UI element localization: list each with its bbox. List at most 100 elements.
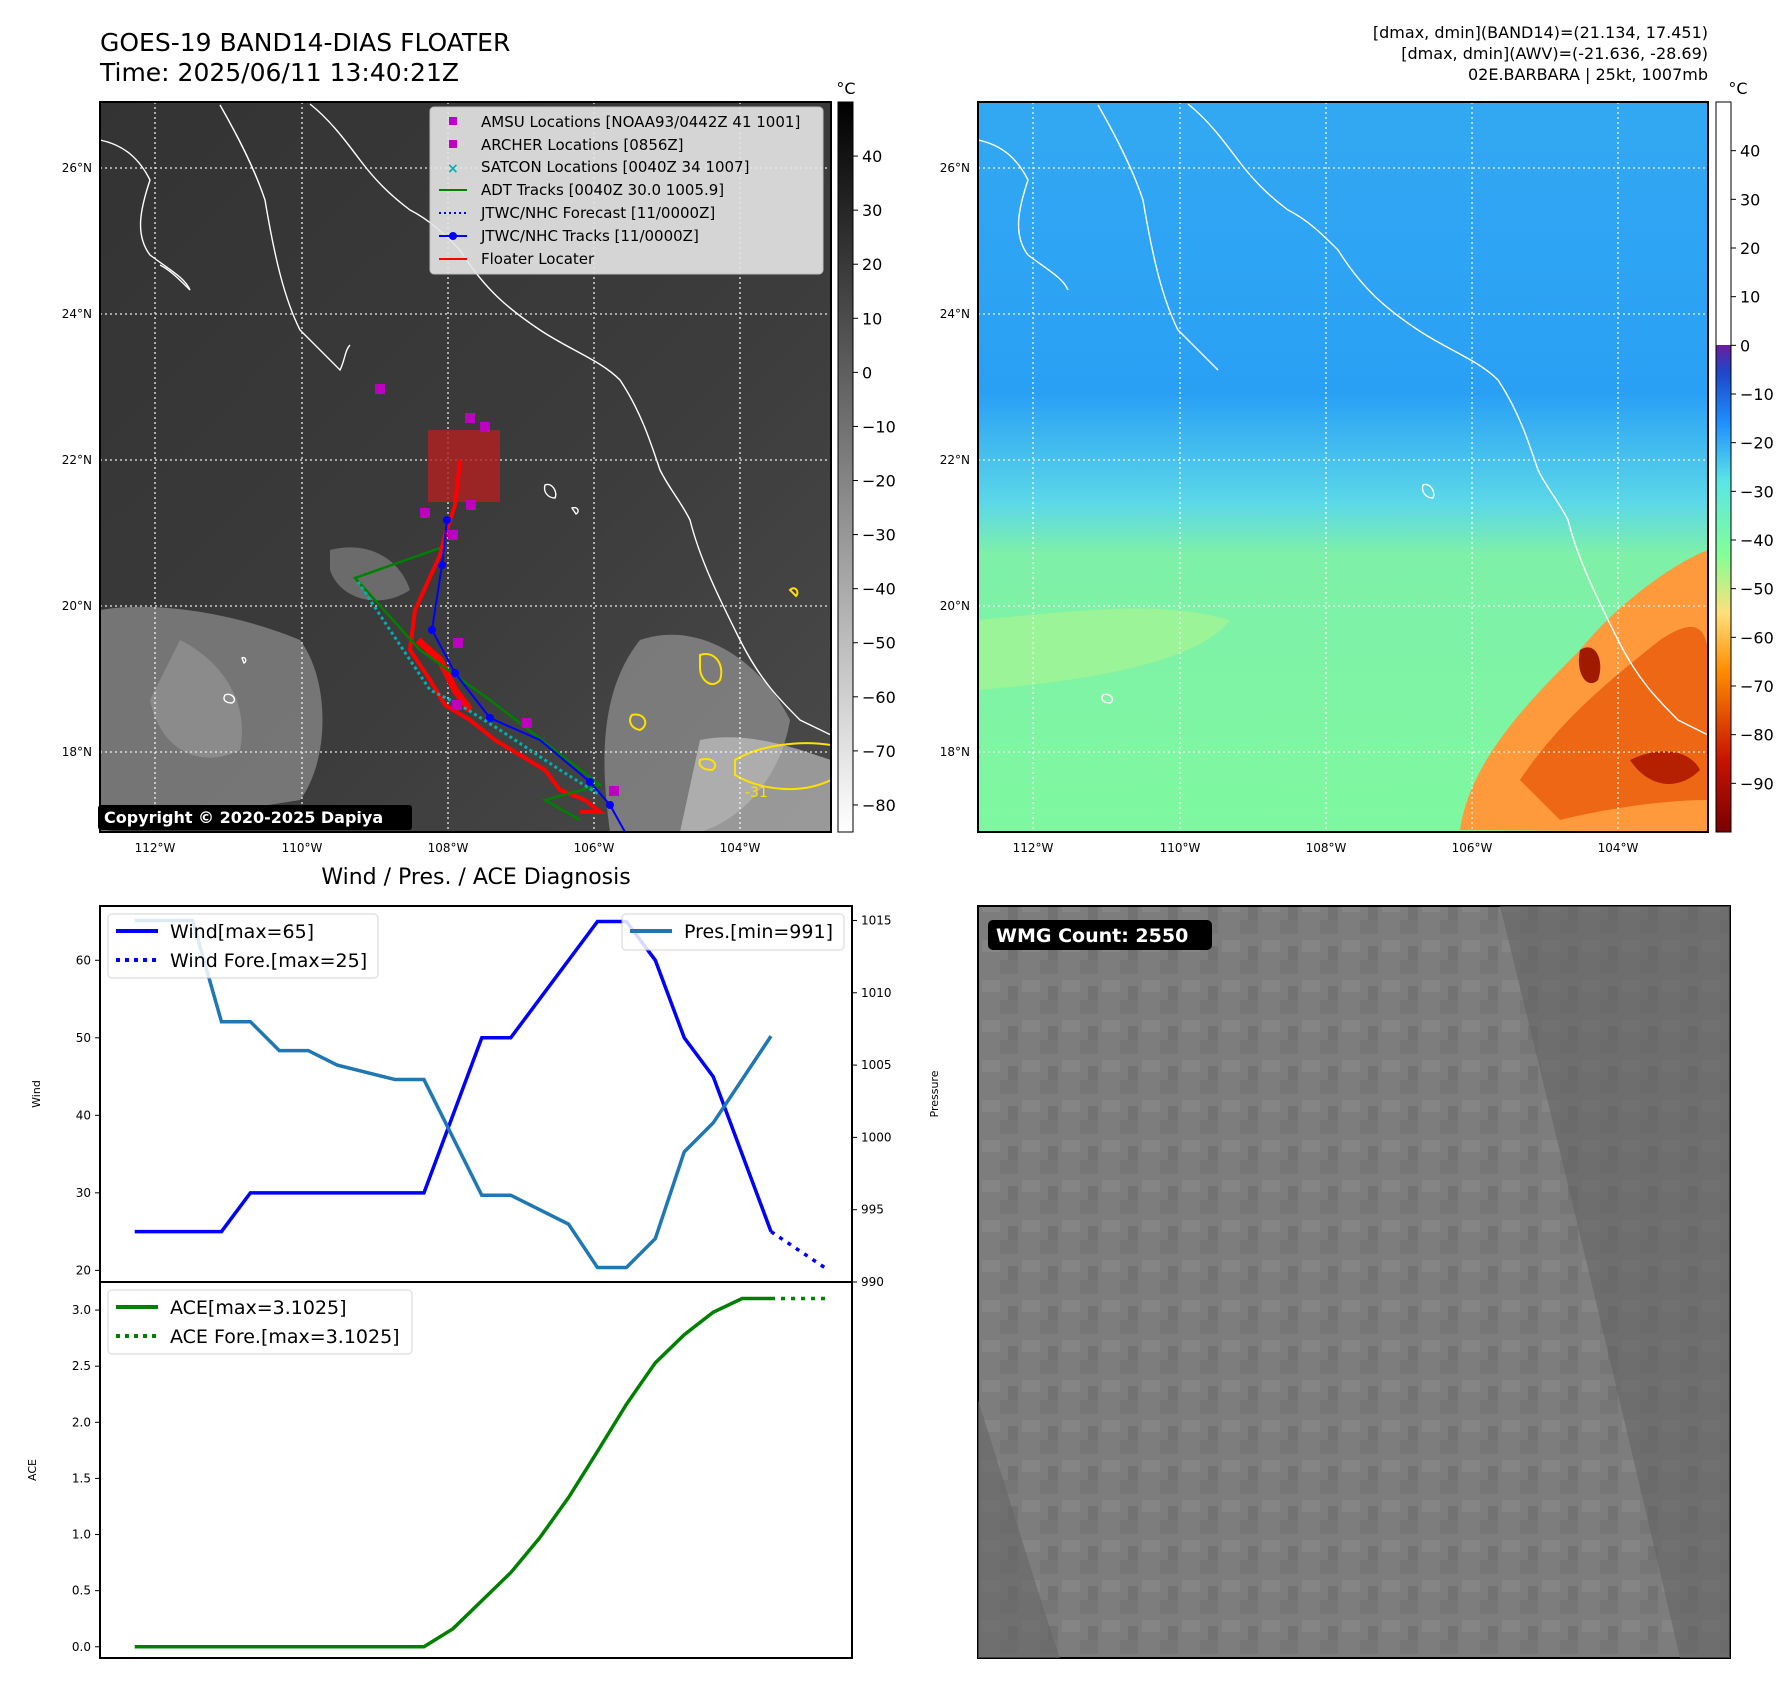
awv-colorbar-unit: °C [1728,79,1747,98]
diagnosis-title: Wind / Pres. / ACE Diagnosis [321,865,630,890]
cloud-area-sw2 [150,640,242,758]
right-lat-labels: 26°N 24°N 22°N 20°N 18°N [940,161,970,759]
coast-baja-west [100,139,191,291]
floater-track-thick [415,637,473,713]
wind-axis-label: Wind [30,1080,43,1108]
lon-label-112: 112°W [135,841,176,855]
contour-1 [699,653,723,686]
colorbar-tick-label: −50 [1740,580,1774,599]
awv-coast-mainland [1187,103,1708,736]
wmg-count-box [988,920,1212,950]
pressure-tick-label: 1010 [861,986,892,1000]
legend-label-floater: Floater Locater [481,250,595,268]
wind-tick-label: 60 [76,953,91,967]
figure-title: GOES-19 BAND14-DIAS FLOATER [100,28,510,57]
left-lon-labels: 112°W 110°W 108°W 106°W 104°W [135,841,761,855]
ace-tick-label: 0.5 [72,1584,91,1598]
wmg-dark-corner [978,1400,1060,1658]
legend-label-amsu: AMSU Locations [NOAA93/0442Z 41 1001] [481,113,800,131]
pres-legend-label: Pres.[min=991] [684,921,833,943]
colorbar-tick-label: −10 [862,417,896,436]
ace-tick-label: 3.0 [72,1303,91,1317]
right-lon-labels: 112°W 110°W 108°W 106°W 104°W [1013,841,1639,855]
wind-tick-label: 50 [76,1031,91,1045]
lon-label-110: 110°W [282,841,323,855]
island-2 [570,506,579,515]
contour-5 [788,587,799,598]
awv-lon-label-108: 108°W [1306,841,1347,855]
legend-symbol-jtwc-dot [449,232,457,240]
colorbar-tick-label: −70 [862,742,896,761]
info-storm: 02E.BARBARA | 25kt, 1007mb [1468,65,1708,84]
amsu-archer-points [375,384,619,796]
colorbar-tick-label: 10 [1740,288,1760,307]
colorbar-tick-label: 0 [862,363,872,382]
contour-2 [734,742,831,790]
island-1 [543,483,557,499]
wind-tick-label: 40 [76,1108,91,1122]
lat-label-18: 18°N [62,745,92,759]
lat-label-24: 24°N [62,307,92,321]
band14-colorbar-ticks: 40 30 20 10 0 −10 −20 −30 −40 −50 −60 −70 −80 [853,147,896,815]
lon-label-108: 108°W [428,841,469,855]
legend-label-jtwc: JTWC/NHC Tracks [11/0000Z] [480,227,699,245]
colorbar-tick-label: −40 [862,580,896,599]
colorbar-tick-label: 0 [1740,336,1750,355]
colorbar-tick-label: −90 [1740,774,1774,793]
awv-lon-label-110: 110°W [1160,841,1201,855]
info-awv: [dmax, dmin](AWV)=(-21.636, -28.69) [1401,44,1708,63]
contour-4 [698,758,717,772]
colorbar-tick-label: 10 [862,309,882,328]
band14-colorbar: °C 40 30 20 10 0 −10 −20 −30 −40 −50 −60 −70 −80 [836,79,896,833]
ace-series-line-0 [134,1296,772,1649]
ace-panel: 0.0 0.5 1.0 1.5 2.0 2.5 3.0 ACE ACE[max=3.1025… [26,1281,853,1659]
colorbar-tick-label: −30 [862,526,896,545]
map-legend: AMSU Locations [NOAA93/0442Z 41 1001] AR… [429,106,824,275]
coast-mainland [309,103,831,736]
pressure-tick-label: 1000 [861,1130,892,1144]
lon-label-106: 106°W [574,841,615,855]
copyright-box [98,805,412,830]
legend-symbol-amsu [449,117,457,125]
info-band14: [dmax, dmin](BAND14)=(21.134, 17.451) [1373,23,1708,42]
wind-tick-label: 30 [76,1186,91,1200]
series-line-1 [770,1230,830,1272]
pressure-tick-label: 1015 [861,913,892,927]
lat-label-22: 22°N [62,453,92,467]
awv-colorbar-ticks: 40 30 20 10 0 −10 −20 −30 −40 −50 −60 −70 −80 −90 [1731,142,1774,793]
colorbar-tick-label: −30 [1740,482,1774,501]
pressure-tick-label: 995 [861,1203,884,1217]
ace-fore-legend-label: ACE Fore.[max=3.1025] [170,1326,400,1348]
legend-symbol-satcon: × [447,161,459,177]
awv-lon-label-112: 112°W [1013,841,1054,855]
legend-label-forecast: JTWC/NHC Forecast [11/0000Z] [480,204,715,222]
contour-label: -31 [745,785,768,801]
ace-plot: 0.0 0.5 1.0 1.5 2.0 2.5 3.0 [72,1296,829,1654]
awv-lat-label-26: 26°N [940,161,970,175]
colorbar-tick-label: −20 [1740,434,1774,453]
legend-label-satcon: SATCON Locations [0040Z 34 1007] [481,158,749,176]
awv-island-2 [1101,693,1114,704]
wmg-dark-band [1500,906,1730,1658]
series-line-0 [134,919,773,1234]
lat-label-26: 26°N [62,161,92,175]
adt-track [352,546,603,822]
colorbar-tick-label: 40 [862,147,882,166]
ace-tick-label: 2.5 [72,1359,91,1373]
wmg-count-label: WMG Count: 2550 [996,925,1188,947]
ace-tick-label: 0.0 [72,1640,91,1654]
ace-legend-box [107,1289,413,1355]
floater-track [407,459,606,814]
colorbar-tick-label: −50 [862,634,896,653]
awv-island-1 [1421,483,1435,499]
band14-colorbar-unit: °C [836,79,855,98]
colorbar-tick-label: −80 [1740,726,1774,745]
series-line-2 [134,918,773,1270]
awv-coast-baja-west [978,139,1069,291]
colorbar-tick-label: −20 [862,472,896,491]
wind-pres-plot: 20 30 40 50 60 990 995 1000 1005 1010 1015 [76,913,892,1289]
figure-time: Time: 2025/06/11 13:40:21Z [99,58,459,87]
colorbar-tick-label: 30 [862,201,882,220]
ace-tick-label: 1.0 [72,1528,91,1542]
